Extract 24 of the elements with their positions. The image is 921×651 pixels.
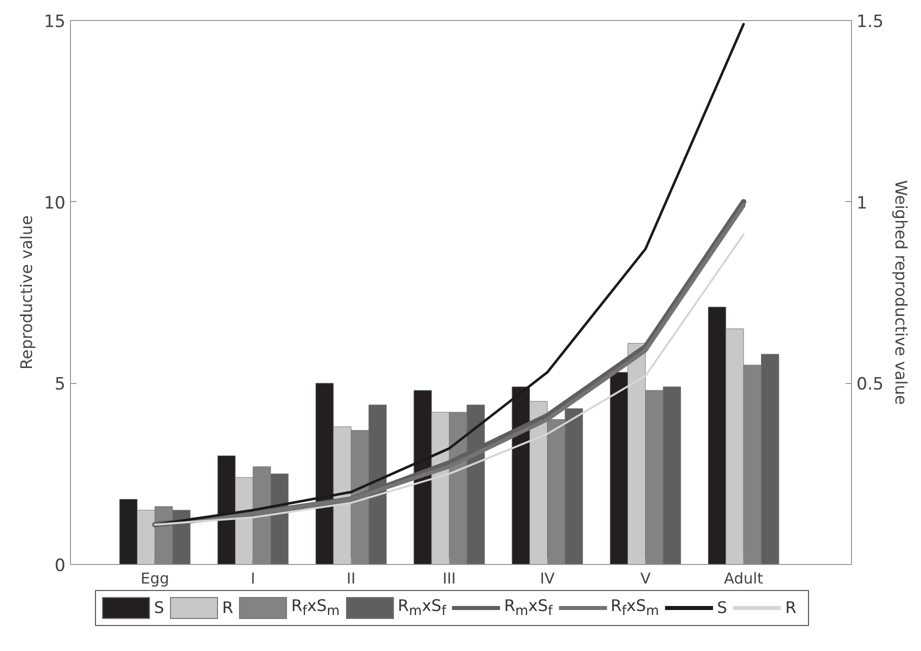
x-tick-label: I bbox=[250, 570, 256, 588]
x-tick-label: Adult bbox=[724, 570, 764, 588]
y2-tick-label: 1 bbox=[856, 193, 868, 214]
x-tick-label: IV bbox=[540, 570, 556, 588]
legend-label: S bbox=[154, 596, 164, 619]
y2-axis-title: Weighed reproductive value bbox=[892, 180, 911, 405]
legend-label: R bbox=[785, 596, 796, 619]
y-tick-label: 15 bbox=[44, 12, 66, 32]
legend-label: R$_{m}$xS$_{f}$ bbox=[504, 595, 553, 622]
y-tick-label: 5 bbox=[54, 374, 66, 395]
legend-label: R$_{f}$xS$_{m}$ bbox=[291, 595, 340, 622]
legend-label: S bbox=[717, 596, 728, 619]
legend-label: R$_{f}$xS$_{m}$ bbox=[610, 595, 660, 622]
x-tick-label: Egg bbox=[140, 570, 170, 588]
x-tick-label: V bbox=[640, 570, 652, 588]
x-tick-label: III bbox=[442, 570, 456, 588]
legend-label: R bbox=[222, 596, 234, 619]
y-tick-label: 0 bbox=[54, 556, 66, 576]
y2-tick-label: 0.5 bbox=[856, 374, 884, 395]
y-axis-title: Reproductive value bbox=[16, 215, 36, 370]
x-tick-label: II bbox=[346, 570, 356, 588]
legend-label: R$_{m}$xS$_{f}$ bbox=[398, 595, 446, 622]
y2-tick-label: 1.5 bbox=[856, 12, 884, 32]
y-tick-label: 10 bbox=[44, 193, 66, 214]
